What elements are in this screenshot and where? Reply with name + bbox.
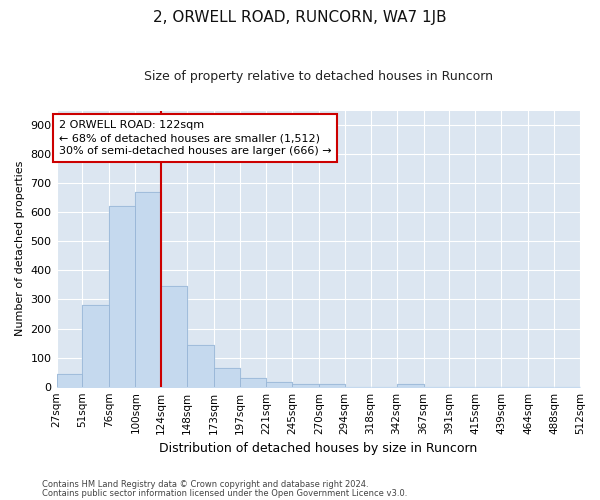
X-axis label: Distribution of detached houses by size in Runcorn: Distribution of detached houses by size … bbox=[159, 442, 478, 455]
Text: 2, ORWELL ROAD, RUNCORN, WA7 1JB: 2, ORWELL ROAD, RUNCORN, WA7 1JB bbox=[153, 10, 447, 25]
Text: Contains public sector information licensed under the Open Government Licence v3: Contains public sector information licen… bbox=[42, 488, 407, 498]
Text: Contains HM Land Registry data © Crown copyright and database right 2024.: Contains HM Land Registry data © Crown c… bbox=[42, 480, 368, 489]
Y-axis label: Number of detached properties: Number of detached properties bbox=[15, 161, 25, 336]
Title: Size of property relative to detached houses in Runcorn: Size of property relative to detached ho… bbox=[144, 70, 493, 83]
Text: 2 ORWELL ROAD: 122sqm
← 68% of detached houses are smaller (1,512)
30% of semi-d: 2 ORWELL ROAD: 122sqm ← 68% of detached … bbox=[59, 120, 331, 156]
